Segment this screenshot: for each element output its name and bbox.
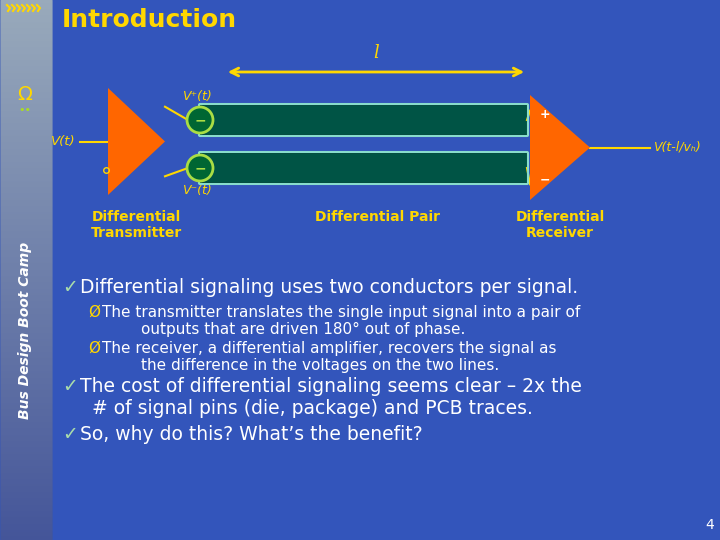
Polygon shape [530,95,590,200]
FancyBboxPatch shape [199,152,528,184]
FancyBboxPatch shape [29,14,41,76]
Text: 4: 4 [706,518,714,532]
Polygon shape [108,88,165,195]
Text: Ø: Ø [88,305,100,320]
Text: So, why do this? What’s the benefit?: So, why do this? What’s the benefit? [80,425,423,444]
Text: −: − [194,161,206,175]
FancyBboxPatch shape [199,154,528,182]
Text: V(t-l/vₕ): V(t-l/vₕ) [653,141,701,154]
Text: Ø: Ø [88,341,100,356]
Text: Differential signaling uses two conductors per signal.: Differential signaling uses two conducto… [80,278,578,297]
Text: V⁺(t): V⁺(t) [182,90,212,103]
FancyBboxPatch shape [199,105,528,135]
Text: Differential Pair: Differential Pair [315,210,440,224]
Text: l: l [373,44,379,62]
Text: ••: •• [19,105,32,115]
Text: −: − [194,113,206,127]
Text: +: + [540,109,551,122]
Text: ✓: ✓ [62,377,78,396]
Text: Differential
Receiver: Differential Receiver [516,210,605,240]
Text: The transmitter translates the single input signal into a pair of
        output: The transmitter translates the single in… [102,305,580,338]
FancyBboxPatch shape [2,2,50,117]
Text: Differential
Transmitter: Differential Transmitter [91,210,182,240]
Text: The cost of differential signaling seems clear – 2x the
  # of signal pins (die,: The cost of differential signaling seems… [80,377,582,418]
Text: Ω: Ω [17,85,32,105]
FancyBboxPatch shape [9,14,21,76]
Circle shape [187,155,213,181]
Text: V⁻(t): V⁻(t) [182,184,212,197]
Text: V(t): V(t) [51,135,76,148]
Text: Bus Design Boot Camp: Bus Design Boot Camp [18,241,32,418]
FancyBboxPatch shape [199,106,528,134]
Text: The receiver, a differential amplifier, recovers the signal as
        the diffe: The receiver, a differential amplifier, … [102,341,557,374]
Text: ✓: ✓ [62,425,78,444]
FancyBboxPatch shape [199,153,528,183]
Text: Introduction: Introduction [62,8,237,32]
Circle shape [187,107,213,133]
Text: ✓: ✓ [62,278,78,297]
FancyBboxPatch shape [199,104,528,136]
Text: −: − [540,173,551,186]
